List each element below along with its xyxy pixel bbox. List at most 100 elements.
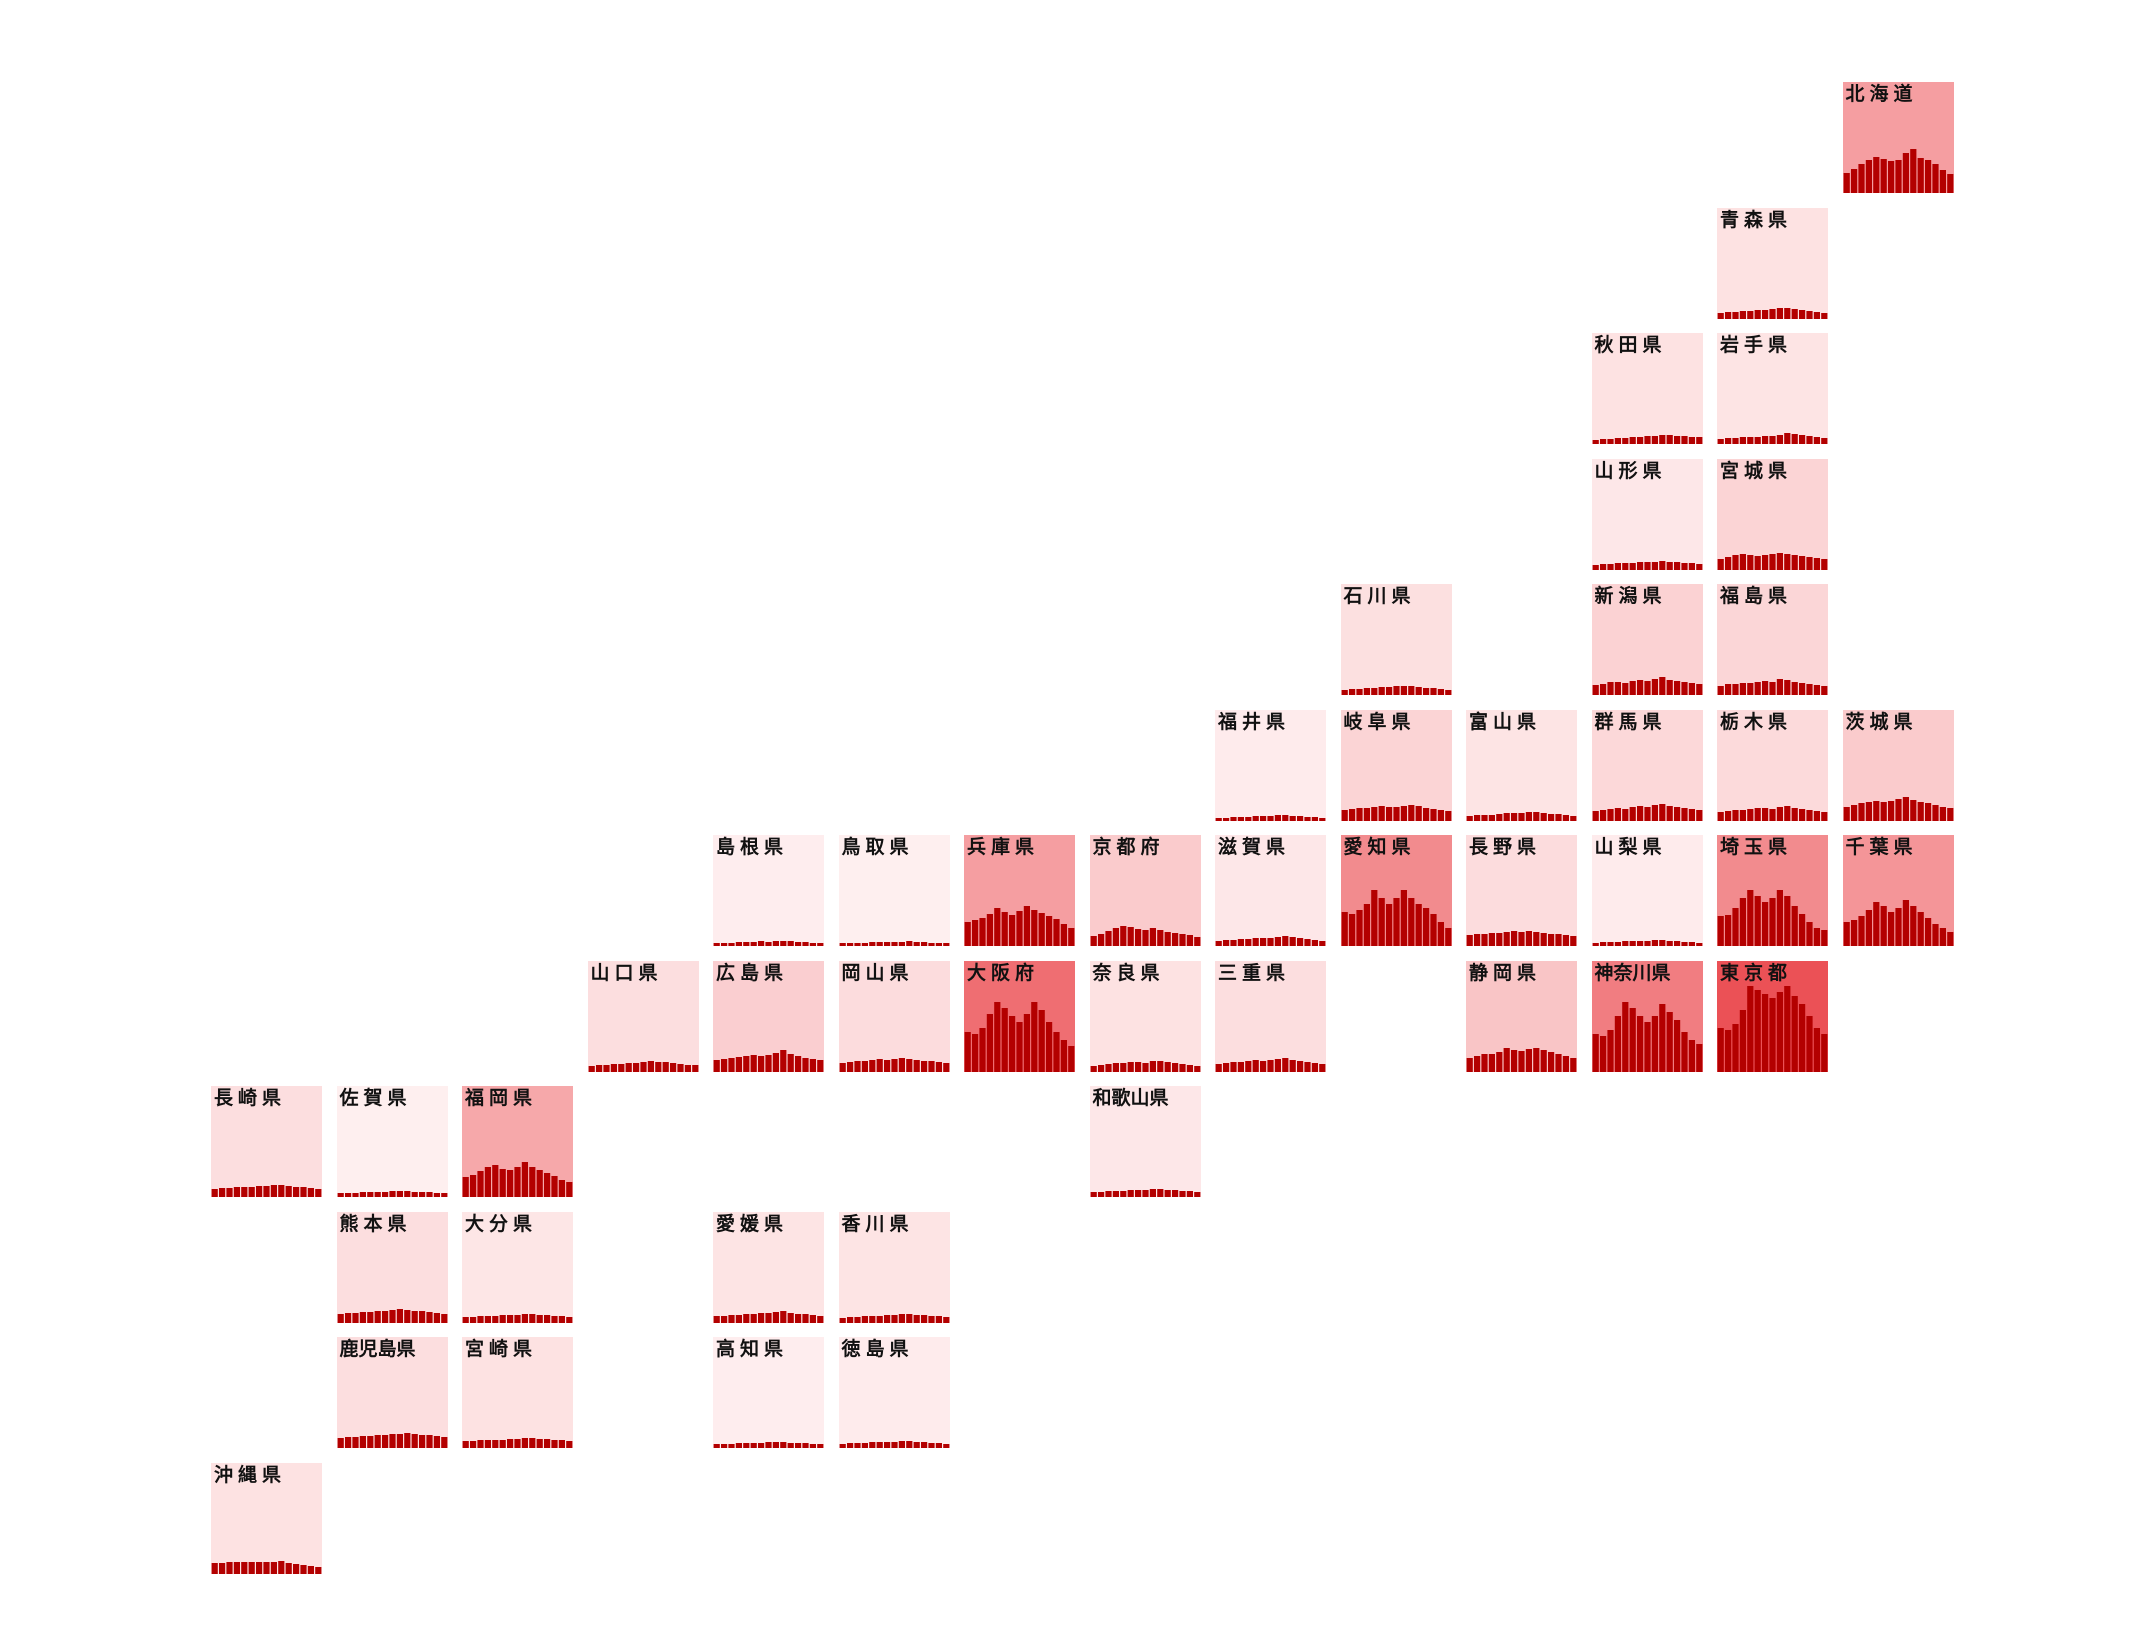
bar-mark	[1747, 808, 1754, 821]
prefecture-bar-chart	[1341, 686, 1451, 695]
bar-mark	[994, 908, 1001, 946]
bar-mark	[484, 1440, 491, 1448]
bar-mark	[1813, 437, 1820, 444]
bar-mark	[1392, 686, 1400, 695]
bar-mark	[1739, 553, 1746, 570]
prefecture-tile: 宮城県	[1717, 458, 1828, 570]
prefecture-tile: 栃木県	[1717, 709, 1828, 821]
bar-mark	[1260, 938, 1267, 946]
bar-mark	[1274, 1058, 1281, 1072]
bar-mark	[1592, 810, 1599, 821]
bar-mark	[802, 1313, 809, 1323]
bar-mark	[411, 1434, 418, 1448]
bar-mark	[1415, 904, 1422, 946]
prefecture-tile: 島根県	[713, 835, 824, 946]
bar-mark	[1599, 563, 1606, 570]
bar-mark	[1784, 896, 1791, 946]
prefecture-tile: 京都府	[1089, 835, 1201, 946]
bar-mark	[1385, 687, 1392, 695]
bar-mark	[758, 1443, 765, 1448]
bar-mark	[1791, 308, 1798, 319]
bar-mark	[1119, 1191, 1126, 1197]
bar-mark	[1119, 926, 1126, 946]
prefecture-name: 岐阜県	[1343, 710, 1416, 733]
bar-mark	[1813, 1027, 1820, 1072]
bar-mark	[1186, 1064, 1193, 1072]
bar-mark	[758, 1312, 765, 1323]
bar-mark	[1695, 563, 1702, 570]
prefecture-name: 富山県	[1469, 710, 1542, 733]
bar-mark	[278, 1560, 285, 1574]
bar-mark	[1503, 932, 1510, 946]
bar-mark	[1230, 816, 1237, 821]
bar-mark	[1673, 681, 1680, 695]
bar-mark	[1555, 813, 1562, 821]
bar-mark	[1533, 932, 1540, 946]
bar-mark	[1821, 930, 1828, 946]
bar-mark	[1444, 928, 1451, 946]
bar-mark	[817, 1059, 824, 1072]
prefecture-bar-chart	[839, 1441, 949, 1448]
bar-mark	[986, 1013, 993, 1072]
bar-mark	[1127, 1061, 1134, 1072]
bar-mark	[942, 1062, 949, 1072]
bar-mark	[1252, 938, 1259, 946]
bar-mark	[1474, 1055, 1481, 1072]
bar-mark	[1186, 1191, 1193, 1197]
bar-mark	[344, 1312, 351, 1323]
bar-mark	[1739, 809, 1746, 821]
bar-mark	[1297, 815, 1304, 821]
bar-mark	[1857, 802, 1865, 821]
bar-mark	[418, 1435, 425, 1448]
bar-mark	[1754, 555, 1761, 570]
bar-mark	[1621, 683, 1628, 695]
bar-mark	[1666, 1011, 1673, 1072]
bar-mark	[1171, 933, 1178, 946]
bar-mark	[374, 1310, 381, 1323]
bar-mark	[507, 1170, 514, 1197]
bar-mark	[1799, 914, 1806, 946]
bar-mark	[507, 1439, 514, 1448]
bar-mark	[1370, 688, 1377, 695]
bar-mark	[1112, 928, 1119, 946]
bar-mark	[1053, 919, 1060, 946]
bar-mark	[1319, 1063, 1326, 1072]
bar-mark	[1164, 932, 1171, 946]
bar-mark	[750, 1054, 757, 1072]
bar-mark	[1747, 554, 1754, 570]
prefecture-tile: 鳥取県	[838, 835, 950, 946]
bar-mark	[972, 1033, 979, 1072]
bar-mark	[396, 1308, 403, 1323]
prefecture-tile: 岡山県	[838, 960, 950, 1072]
bar-mark	[1673, 1019, 1680, 1072]
bar-mark	[839, 943, 846, 946]
bar-mark	[743, 1313, 750, 1323]
bar-mark	[1931, 164, 1939, 193]
bar-mark	[1606, 1029, 1614, 1072]
prefecture-name: 山梨県	[1594, 836, 1667, 858]
bar-mark	[750, 1443, 757, 1448]
bar-mark	[1850, 920, 1857, 946]
bar-mark	[625, 1062, 632, 1072]
bar-mark	[470, 1316, 477, 1323]
bar-mark	[750, 1313, 757, 1323]
bar-mark	[1540, 812, 1547, 821]
bar-mark	[433, 1312, 440, 1323]
bar-mark	[780, 1442, 787, 1448]
bar-mark	[1747, 683, 1754, 695]
bar-mark	[743, 942, 750, 946]
bar-mark	[765, 1312, 772, 1323]
bar-mark	[1230, 940, 1237, 946]
bar-mark	[1725, 1029, 1732, 1072]
prefecture-bar-chart	[1090, 1060, 1200, 1072]
bar-mark	[787, 1053, 794, 1072]
bar-mark	[676, 1063, 684, 1072]
bar-mark	[1887, 161, 1894, 193]
bar-mark	[1282, 1057, 1289, 1072]
bar-mark	[602, 1064, 610, 1072]
bar-mark	[1762, 807, 1769, 821]
bar-mark	[1437, 809, 1444, 821]
bar-mark	[388, 1309, 396, 1323]
bar-mark	[1717, 558, 1724, 570]
prefecture-name: 和歌山県	[1092, 1087, 1169, 1109]
